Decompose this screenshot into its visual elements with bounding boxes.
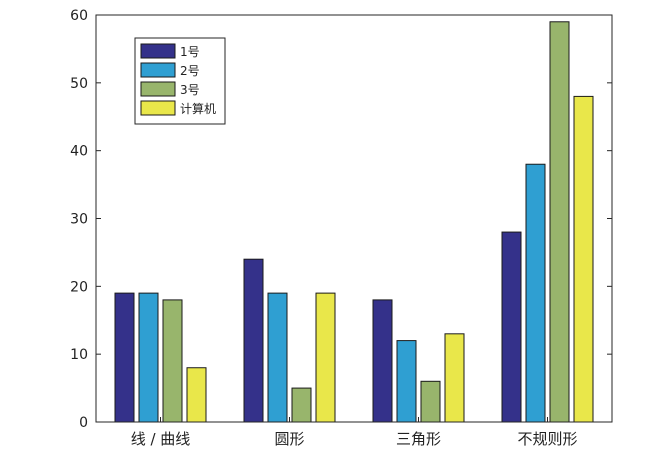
bar-4-1 xyxy=(186,367,207,423)
x-category-label: 线 / 曲线 xyxy=(131,430,191,448)
bar-1-2 xyxy=(243,258,264,423)
bar-4-4 xyxy=(573,95,594,423)
bar-4-2 xyxy=(315,292,336,423)
legend-swatch-4 xyxy=(140,100,176,116)
bar-2-1 xyxy=(138,292,159,423)
y-tick-label: 20 xyxy=(70,279,88,295)
y-tick-label: 40 xyxy=(70,144,88,160)
legend-swatch-3 xyxy=(140,81,176,97)
bar-2-2 xyxy=(267,292,288,423)
legend-label-3: 3号 xyxy=(180,83,200,97)
y-tick-label: 50 xyxy=(70,76,88,92)
x-axis-ticks: 线 / 曲线 圆形 三角形 不规则形 xyxy=(131,417,578,448)
x-category-label: 不规则形 xyxy=(517,430,577,448)
y-tick-label: 10 xyxy=(70,347,88,363)
bar-2-4 xyxy=(525,163,546,423)
legend-label-1: 1号 xyxy=(180,45,200,59)
x-category-label: 三角形 xyxy=(396,430,441,448)
bar-3-4 xyxy=(549,21,570,423)
y-tick-label: 0 xyxy=(79,415,88,431)
y-tick-label: 30 xyxy=(70,212,88,228)
bar-2-3 xyxy=(396,340,417,423)
bar-3-2 xyxy=(291,387,312,423)
legend-label-2: 2号 xyxy=(180,64,200,78)
plot-frame xyxy=(95,14,613,423)
y-axis-ticks: 0 10 20 30 40 50 60 xyxy=(70,8,612,431)
bar-3-3 xyxy=(420,380,441,423)
x-category-label: 圆形 xyxy=(274,430,304,448)
legend-swatch-2 xyxy=(140,62,176,78)
bar-3-1 xyxy=(162,299,183,423)
bar-1-4 xyxy=(501,231,522,423)
y-tick-label: 60 xyxy=(70,8,88,24)
bar-1-1 xyxy=(114,292,135,423)
bars-group xyxy=(114,21,594,423)
bar-1-3 xyxy=(372,299,393,423)
legend-label-4: 计算机 xyxy=(180,101,216,116)
legend-swatch-1 xyxy=(140,43,176,59)
bar-4-3 xyxy=(444,333,465,423)
